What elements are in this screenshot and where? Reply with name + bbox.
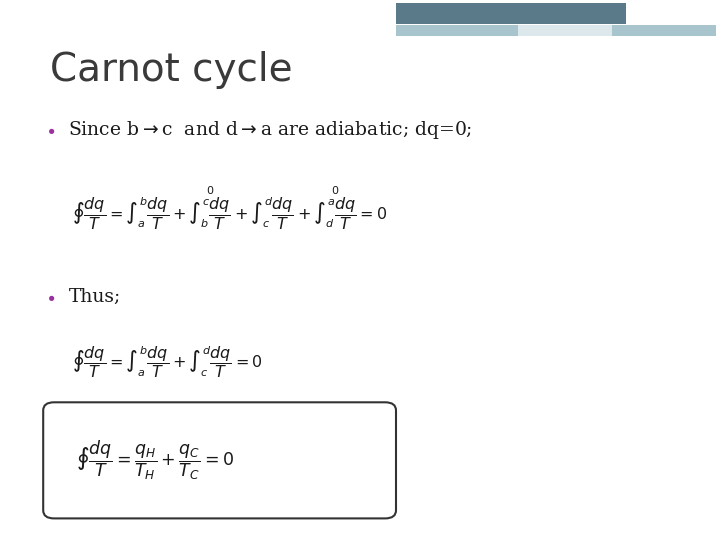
Text: Since b$\rightarrow$c  and d$\rightarrow$a are adiabatic; dq=0;: Since b$\rightarrow$c and d$\rightarrow$… xyxy=(68,119,473,140)
Text: $\oint \dfrac{dq}{T} = \dfrac{q_H}{T_H} + \dfrac{q_C}{T_C} = 0$: $\oint \dfrac{dq}{T} = \dfrac{q_H}{T_H} … xyxy=(76,438,233,482)
Text: $\oint \dfrac{dq}{T} = \int_{a}^{b}\dfrac{dq}{T} + \int_{c}^{d}\dfrac{dq}{T} = 0: $\oint \dfrac{dq}{T} = \int_{a}^{b}\dfra… xyxy=(72,344,263,380)
FancyBboxPatch shape xyxy=(518,25,612,36)
FancyBboxPatch shape xyxy=(396,3,626,24)
Text: Thus;: Thus; xyxy=(68,288,121,306)
Text: $\oint \dfrac{dq}{T} = \int_{a}^{b}\dfrac{dq}{T} + \overset{0}{\int_{b}^{c}\dfra: $\oint \dfrac{dq}{T} = \int_{a}^{b}\dfra… xyxy=(72,184,387,232)
Text: Carnot cycle: Carnot cycle xyxy=(50,51,293,89)
Text: $\bullet$: $\bullet$ xyxy=(45,288,55,306)
Text: $\bullet$: $\bullet$ xyxy=(45,120,55,139)
FancyBboxPatch shape xyxy=(43,402,396,518)
FancyBboxPatch shape xyxy=(396,25,716,36)
